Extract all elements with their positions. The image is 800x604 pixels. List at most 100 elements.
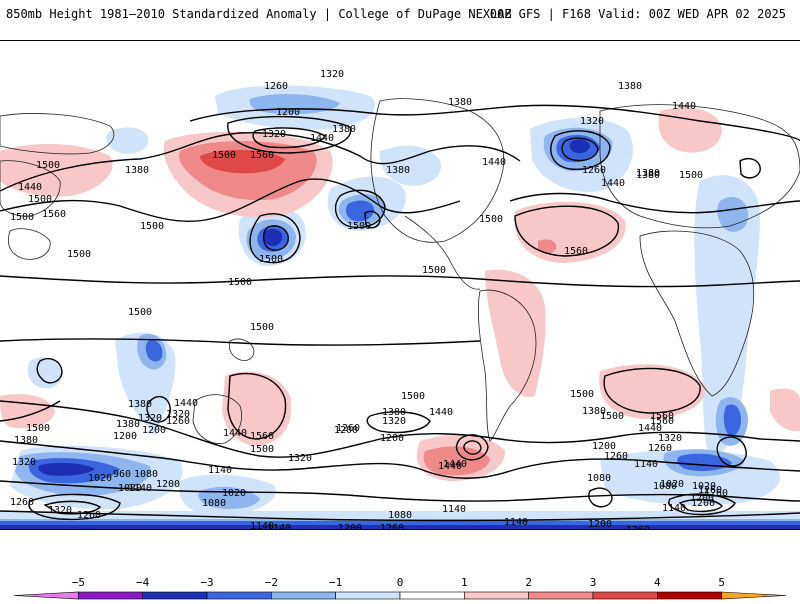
contour-label: 1200 — [690, 493, 714, 504]
contour-label: 1380 — [125, 165, 149, 176]
contour-label: 1380 — [382, 407, 406, 418]
contour-label: 960 — [113, 469, 131, 480]
contour-label: 1440 — [438, 461, 462, 472]
contour-label: 1320 — [580, 116, 604, 127]
contour-label: 1440 — [482, 157, 506, 168]
contour-label: 1320 — [320, 69, 344, 80]
contour-label: 1380 — [128, 399, 152, 410]
contour-label: 1380 — [448, 97, 472, 108]
contour-label: 1500 — [679, 170, 703, 181]
contour-label: 1320 — [658, 433, 682, 444]
colorbar-swatch — [206, 591, 272, 600]
contour-label: 1440 — [174, 398, 198, 409]
contour-label: 1140 — [128, 483, 152, 494]
contour-label: 1440 — [429, 407, 453, 418]
colorbar-swatch — [335, 591, 401, 600]
contour-label: 1560 — [564, 246, 588, 257]
contour-label: 1080 — [587, 473, 611, 484]
colorbar-tick-label: 1 — [461, 576, 468, 589]
colorbar-swatch — [13, 591, 79, 600]
contour-label: 1500 — [10, 212, 34, 223]
contour-label: 1140 — [442, 504, 466, 515]
contour-label: 1440 — [223, 428, 247, 439]
colorbar-swatches — [13, 591, 787, 600]
contour-label: 1260 — [336, 423, 360, 434]
contour-label: 1440 — [601, 178, 625, 189]
contour-label: 1440 — [672, 101, 696, 112]
contour-label: 1500 — [140, 221, 164, 232]
contour-label: 1080 — [388, 510, 412, 521]
contour-label: 1440 — [443, 459, 467, 470]
contour-label: 1440 — [638, 423, 662, 434]
contour-label: 1200 — [588, 519, 612, 529]
contour-label: 1260 — [698, 485, 722, 496]
contour-label: 1200 — [338, 523, 362, 529]
contour-label: 1500 — [228, 277, 252, 288]
colorbar-tick-label: −3 — [200, 576, 213, 589]
contour-label: 1260 — [77, 510, 101, 521]
contour-label: 1320 — [48, 505, 72, 516]
contour-label: 1500 — [479, 214, 503, 225]
colorbar-swatch — [657, 591, 722, 600]
contour-label: 1200 — [380, 433, 404, 444]
colorbar-swatch — [464, 591, 529, 600]
contour-label: 1500 — [28, 194, 52, 205]
contour-label: 1560 — [650, 416, 674, 427]
colorbar-tick-label: 4 — [654, 576, 661, 589]
contour-label: 1260 — [704, 488, 728, 499]
contour-label: 1500 — [250, 322, 274, 333]
colorbar-tick-label: 0 — [397, 576, 404, 589]
contour-label: 1500 — [570, 389, 594, 400]
colorbar-tick-label: −1 — [329, 576, 342, 589]
contour-label: 1380 — [332, 124, 356, 135]
contour-label: 1260 — [604, 451, 628, 462]
contour-label: 1380 — [636, 168, 660, 179]
colorbar-swatch — [528, 591, 594, 600]
contour-label: 1500 — [36, 160, 60, 171]
contour-label: 1500 — [347, 221, 371, 232]
colorbar-tick-label: −2 — [265, 576, 278, 589]
contour-label: 1140 — [504, 517, 528, 528]
contour-label: 1320 — [12, 457, 36, 468]
anomaly-colorbar: −5 −4 −3 −2 −1 0 1 2 3 4 5 — [0, 570, 800, 600]
contour-label: 1500 — [128, 307, 152, 318]
colorbar-swatch — [592, 591, 658, 600]
anomaly-shading — [0, 85, 800, 529]
contour-label: 1200 — [113, 431, 137, 442]
colorbar-swatch — [142, 591, 208, 600]
contour-label: 1200 — [592, 441, 616, 452]
colorbar-swatch — [721, 591, 787, 600]
contour-label: 1140 — [662, 503, 686, 514]
height-contours — [0, 104, 800, 522]
contour-label: 1080 — [202, 498, 226, 509]
contour-label: 1260 — [380, 523, 404, 529]
contour-label: 1200 — [276, 107, 300, 118]
contour-label: 1320 — [138, 413, 162, 424]
contour-label: 1560 — [250, 150, 274, 161]
contour-label: 1440 — [310, 133, 334, 144]
colorbar-tick-label: 5 — [718, 576, 725, 589]
contour-label: 1080 — [653, 481, 677, 492]
contour-label: 1500 — [250, 444, 274, 455]
colorbar-ticks: −5 −4 −3 −2 −1 0 1 2 3 4 5 — [72, 576, 725, 589]
contour-label: 1140 — [634, 459, 658, 470]
contour-label: 1560 — [42, 209, 66, 220]
colorbar-swatch — [78, 591, 143, 600]
contour-label: 1320 — [262, 129, 286, 140]
contour-label: 1560 — [650, 411, 674, 422]
contour-label: 1380 — [618, 81, 642, 92]
contour-label: 1500 — [401, 391, 425, 402]
model-run-label: 00Z GFS | F168 Valid: 00Z WED APR 02 202… — [489, 7, 786, 21]
contour-label: 1200 — [156, 479, 180, 490]
contour-label: 1020 — [692, 481, 716, 492]
colorbar-tick-label: 3 — [590, 576, 597, 589]
contour-label: 1200 — [334, 425, 358, 436]
anomaly-map: 1320 1260 1200 1380 1440 1320 1380 1440 … — [0, 69, 800, 529]
contour-label: 1320 — [382, 416, 406, 427]
contour-label: 1500 — [259, 254, 283, 265]
contour-label: 1020 — [660, 479, 684, 490]
contour-label: 1260 — [10, 497, 34, 508]
contour-label: 1500 — [26, 423, 50, 434]
contour-label: 1500 — [600, 411, 624, 422]
contour-label: 1380 — [582, 406, 606, 417]
